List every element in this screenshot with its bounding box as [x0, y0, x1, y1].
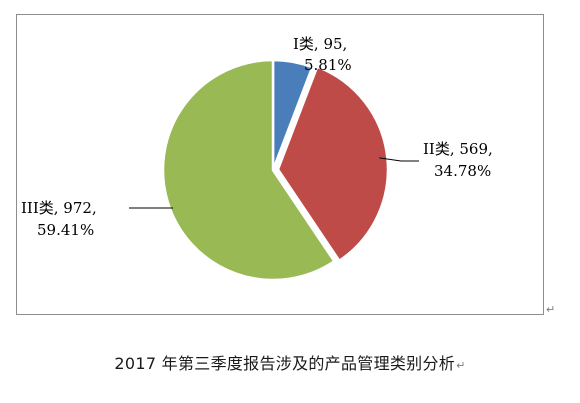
- paragraph-mark: ↵: [546, 303, 556, 316]
- slice-label-ii-line1: II类, 569,: [423, 140, 493, 158]
- slice-label-i-line1: I类, 95,: [293, 35, 347, 53]
- chart-frame: I类, 95, 5.81% II类, 569, 34.78% III类, 972…: [16, 14, 544, 315]
- slice-label-iii-line2: 59.41%: [37, 221, 94, 239]
- slice-label-ii-line2: 34.78%: [434, 162, 491, 180]
- pie-slice-iii: [161, 58, 337, 282]
- slice-label-iii-line1: III类, 972,: [21, 199, 97, 217]
- pie-slice-ii: [276, 65, 390, 263]
- pie-chart: I类, 95, 5.81% II类, 569, 34.78% III类, 972…: [21, 35, 493, 282]
- slice-label-i-line2: 5.81%: [304, 56, 352, 74]
- caption-text: 2017 年第三季度报告涉及的产品管理类别分析: [114, 354, 456, 373]
- caption-paragraph-mark: ↵: [456, 359, 466, 372]
- leader-line-ii: [379, 157, 419, 162]
- chart-caption: 2017 年第三季度报告涉及的产品管理类别分析↵: [0, 350, 580, 374]
